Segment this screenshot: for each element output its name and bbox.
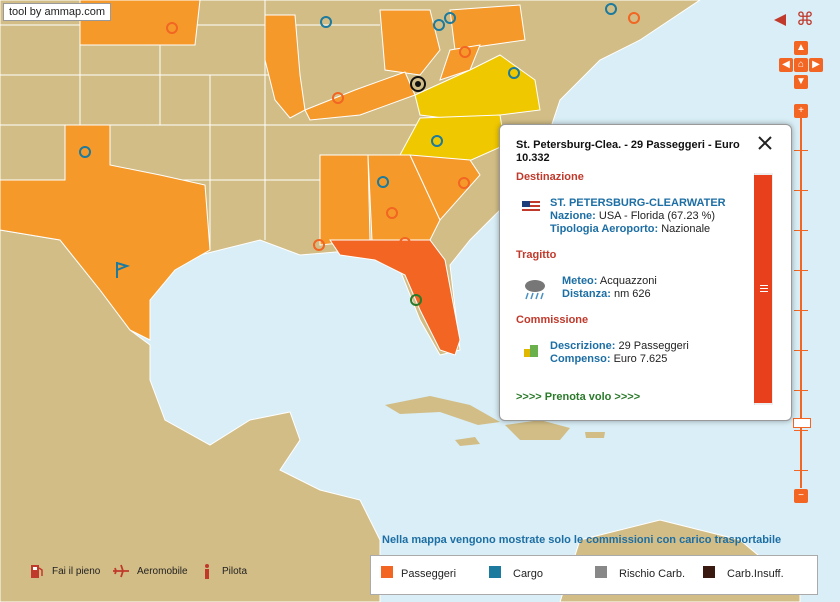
section-tragitto: Tragitto bbox=[516, 249, 557, 261]
map-note: Nella mappa vengono mostrate solo le com… bbox=[382, 534, 782, 546]
pan-up-button[interactable]: ▲ bbox=[794, 41, 808, 55]
nazione-row: Nazione: USA - Florida (67.23 %) bbox=[550, 210, 716, 222]
cargo-marker bbox=[79, 146, 91, 158]
state-south-carolina bbox=[409, 154, 481, 221]
zoom-slider-thumb[interactable] bbox=[793, 418, 811, 428]
zoom-slider[interactable] bbox=[800, 118, 802, 488]
cuba-island bbox=[385, 396, 500, 425]
flag-marker bbox=[116, 262, 131, 278]
distanza-row: Distanza: nm 626 bbox=[562, 288, 651, 300]
section-commissione: Commissione bbox=[516, 314, 589, 326]
cargo-marker bbox=[444, 12, 456, 24]
coins-icon bbox=[524, 345, 538, 357]
command-icon[interactable]: ⌘ bbox=[796, 9, 814, 29]
passenger-marker bbox=[459, 46, 471, 58]
tipologia-row: Tipologia Aeroporto: Nazionale bbox=[550, 223, 711, 235]
zoom-out-button[interactable]: − bbox=[794, 489, 808, 503]
selected-marker bbox=[410, 294, 422, 306]
close-icon[interactable] bbox=[756, 134, 774, 152]
airplane-icon[interactable] bbox=[112, 562, 130, 580]
popup-title: St. Petersburg-Clea. - 29 Passeggeri - E… bbox=[516, 139, 740, 164]
passenger-marker bbox=[399, 237, 411, 249]
legend-swatch-passeggeri bbox=[381, 566, 393, 578]
destination-popup: St. Petersburg-Clea. - 29 Passeggeri - E… bbox=[499, 124, 792, 421]
state-texas bbox=[0, 124, 211, 341]
legend-swatch-cargo bbox=[489, 566, 501, 578]
legend-label-cargo: Cargo bbox=[513, 568, 543, 580]
legend-swatch-rischio bbox=[595, 566, 607, 578]
cargo-marker bbox=[431, 135, 443, 147]
usa-flag-icon bbox=[522, 201, 540, 213]
map-credit[interactable]: tool by ammap.com bbox=[3, 3, 111, 21]
pilota-link[interactable]: Pilota bbox=[222, 566, 248, 577]
back-arrow-icon[interactable] bbox=[772, 12, 788, 28]
state-alabama bbox=[319, 154, 371, 246]
section-destinazione: Destinazione bbox=[516, 171, 584, 183]
fuel-pump-icon[interactable] bbox=[28, 562, 46, 580]
aeromobile-link[interactable]: Aeromobile bbox=[137, 566, 188, 577]
destination-name: ST. PETERSBURG-CLEARWATER bbox=[550, 197, 726, 209]
cargo-marker bbox=[377, 176, 389, 188]
cargo-marker bbox=[433, 19, 445, 31]
cargo-marker bbox=[605, 3, 617, 15]
legend: Passeggeri Cargo Rischio Carb. Carb.Insu… bbox=[370, 555, 818, 595]
hispaniola-island bbox=[505, 420, 570, 440]
cargo-marker bbox=[508, 67, 520, 79]
state-illinois bbox=[264, 14, 306, 119]
state-pennsylvania bbox=[449, 4, 526, 51]
popup-scrollbar-thumb[interactable] bbox=[754, 175, 772, 403]
zoom-in-button[interactable]: + bbox=[794, 104, 808, 118]
fai-il-pieno-link[interactable]: Fai il pieno bbox=[52, 566, 101, 577]
info-icon[interactable] bbox=[198, 562, 216, 580]
book-flight-link[interactable]: >>>> Prenota volo >>>> bbox=[516, 391, 641, 403]
legend-label-passeggeri: Passeggeri bbox=[401, 568, 457, 580]
meteo-row: Meteo: Acquazzoni bbox=[562, 275, 657, 287]
descrizione-row: Descrizione: 29 Passeggeri bbox=[550, 340, 689, 352]
legend-label-rischio: Rischio Carb. bbox=[619, 568, 686, 580]
state-ohio bbox=[379, 9, 441, 76]
rain-cloud-icon bbox=[525, 280, 545, 300]
passenger-marker bbox=[458, 177, 470, 189]
state-florida bbox=[329, 239, 461, 356]
home-icon[interactable]: ⌂ bbox=[794, 58, 808, 72]
pan-left-button[interactable]: ◀ bbox=[779, 58, 793, 72]
pan-right-button[interactable]: ▶ bbox=[809, 58, 823, 72]
legend-swatch-carb-insuff bbox=[703, 566, 715, 578]
current-position-marker bbox=[410, 76, 426, 92]
passenger-marker bbox=[628, 12, 640, 24]
compenso-row: Compenso: Euro 7.625 bbox=[550, 353, 668, 365]
passenger-marker bbox=[386, 207, 398, 219]
passenger-marker bbox=[313, 239, 325, 251]
jamaica-island bbox=[455, 437, 480, 446]
puerto-rico-island bbox=[585, 432, 605, 438]
map-markers bbox=[79, 3, 640, 306]
state-north-carolina bbox=[399, 114, 506, 166]
cargo-marker bbox=[320, 16, 332, 28]
pan-down-button[interactable]: ▼ bbox=[794, 75, 808, 89]
state-georgia bbox=[367, 154, 441, 241]
legend-label-carb-insuff: Carb.Insuff. bbox=[727, 568, 784, 580]
passenger-marker bbox=[166, 22, 178, 34]
passenger-marker bbox=[332, 92, 344, 104]
